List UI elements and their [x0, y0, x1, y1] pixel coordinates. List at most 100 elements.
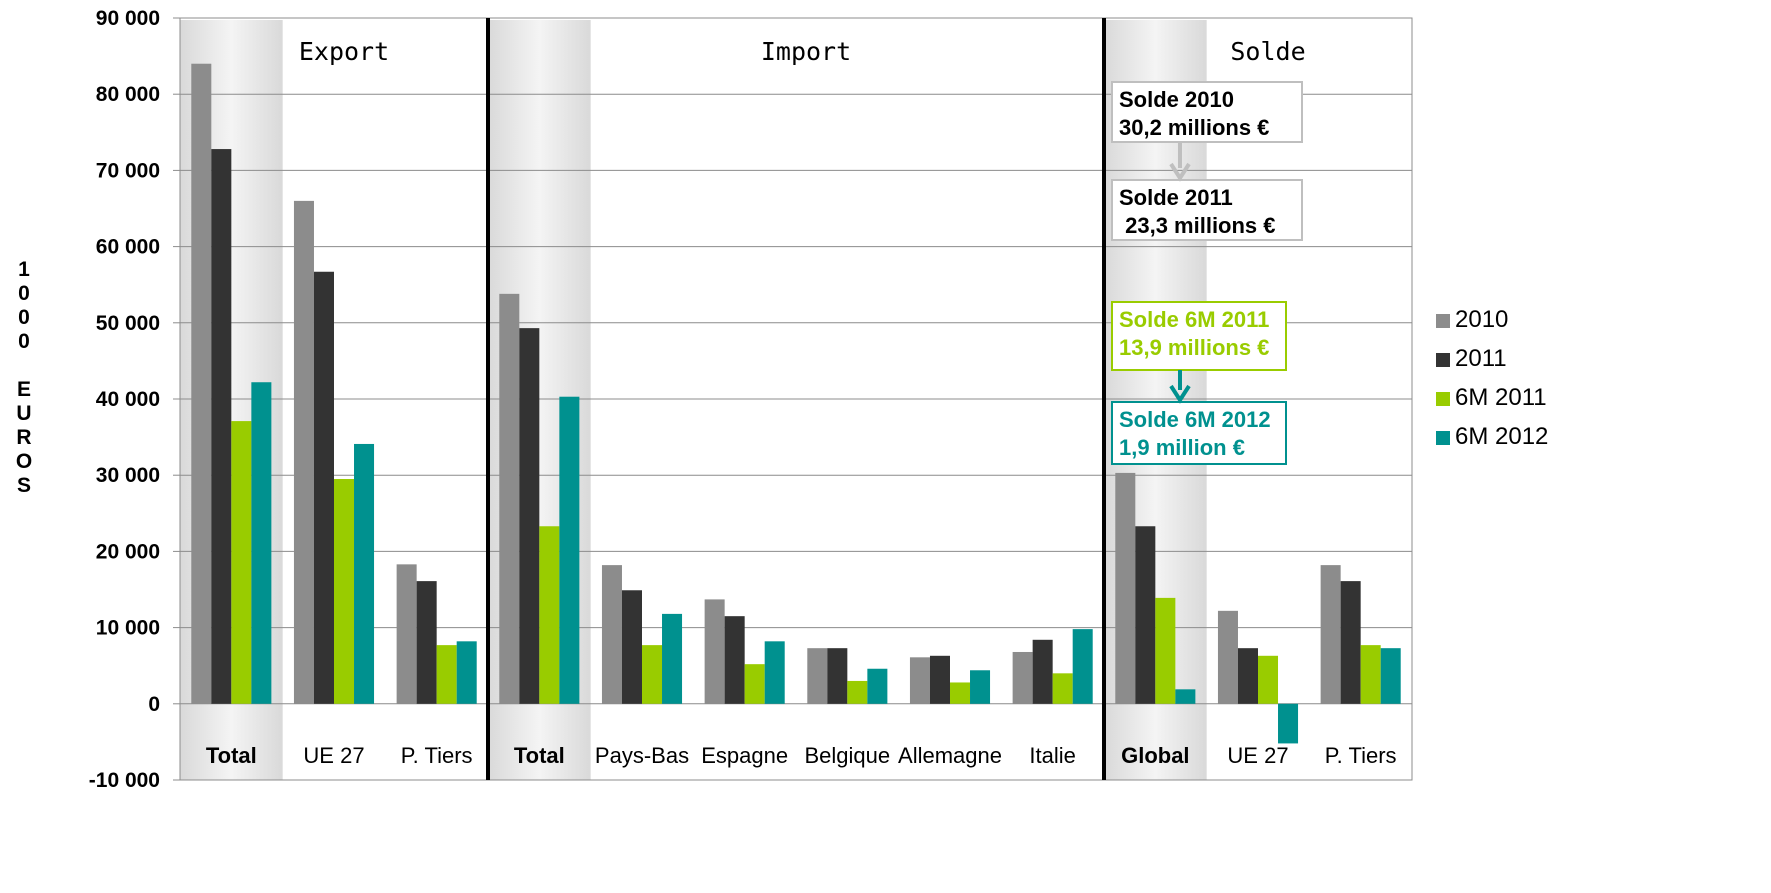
legend-item-6M-2012: 6M 2012 [1436, 423, 1548, 450]
bar-2010-5 [704, 599, 725, 704]
y-axis-label-letter: E [17, 378, 31, 401]
category-label: P. Tiers [401, 743, 473, 768]
bar-6M-2012-9 [1175, 689, 1196, 704]
bar-2011-4 [621, 590, 642, 704]
y-axis-label-letter: 1 [18, 258, 30, 281]
bar-6M-2011-9 [1155, 597, 1176, 704]
bar-2011-8 [1032, 639, 1053, 704]
bar-2011-9 [1135, 526, 1156, 704]
annotation-3: Solde 6M 2012 1,9 million € [1111, 401, 1287, 465]
legend-label: 2011 [1455, 345, 1507, 372]
bar-6M-2012-5 [764, 641, 785, 704]
y-axis-ticks: 90 000 80 000 70 000 60 000 50 000 40 000 30 0… [89, 7, 180, 792]
bar-6M-2011-10 [1258, 655, 1279, 704]
arrow-head [1169, 384, 1191, 404]
bar-2011-0 [211, 149, 232, 704]
annotation-text: 30,2 millions € [1119, 115, 1269, 140]
bars [191, 63, 1401, 744]
legend-swatch [1436, 392, 1450, 406]
bar-6M-2011-0 [231, 421, 252, 704]
annotation-arrow-1 [1169, 370, 1191, 404]
bar-6M-2011-4 [642, 645, 663, 704]
y-tick-label: 90 000 [96, 7, 160, 30]
annotation-0: Solde 2010 30,2 millions € [1111, 81, 1303, 143]
y-tick-label: 70 000 [96, 159, 160, 182]
bar-6M-2012-6 [867, 668, 888, 704]
legend: 2010 2011 6M 2011 6M 2012 [1436, 306, 1548, 450]
bar-2010-8 [1012, 651, 1033, 704]
bar-6M-2012-0 [251, 382, 272, 704]
bar-2010-6 [807, 648, 828, 704]
annotation-2: Solde 6M 2011 13,9 millions € [1111, 301, 1287, 371]
bar-6M-2012-2 [456, 641, 477, 704]
legend-item-2010: 2010 [1436, 306, 1508, 333]
y-tick-label: 50 000 [96, 312, 160, 335]
annotation-text: Solde 6M 2012 [1119, 407, 1271, 432]
bar-2011-1 [313, 271, 334, 704]
bar-2010-11 [1320, 565, 1341, 704]
bar-2010-9 [1115, 472, 1136, 704]
legend-item-2011: 2011 [1436, 345, 1507, 372]
legend-label: 2010 [1455, 306, 1508, 333]
bar-2010-4 [601, 565, 622, 704]
y-axis-label-letter: 0 [18, 330, 30, 353]
bar-6M-2012-3 [559, 396, 580, 704]
category-label: Global [1121, 743, 1189, 768]
bar-2010-2 [396, 564, 417, 704]
annotation-text: Solde 6M 2011 [1119, 307, 1269, 332]
bar-6M-2012-10 [1278, 703, 1299, 744]
category-label: Total [514, 743, 565, 768]
section-label: Export [299, 37, 389, 66]
annotation-box [1111, 81, 1303, 143]
y-axis-label-letter: U [16, 402, 31, 425]
bar-6M-2011-6 [847, 680, 868, 704]
bar-2010-0 [191, 63, 212, 704]
bar-2011-2 [416, 581, 437, 704]
annotation-1: Solde 2011 23,3 millions € [1111, 179, 1303, 241]
y-axis-label-letter: 0 [18, 306, 30, 329]
category-label: UE 27 [1227, 743, 1288, 768]
legend-swatch [1436, 353, 1450, 367]
category-label: P. Tiers [1325, 743, 1397, 768]
y-axis-label-letter: 0 [18, 282, 30, 305]
annotation-text: Solde 2011 [1119, 185, 1233, 210]
y-tick-label: 20 000 [96, 540, 160, 563]
section-labels: Export Import Solde [299, 37, 1306, 66]
category-label: Total [206, 743, 257, 768]
y-axis-label-letter: O [16, 450, 32, 473]
legend-swatch [1436, 431, 1450, 445]
y-tick-label: 80 000 [96, 83, 160, 106]
bar-2010-10 [1217, 610, 1238, 704]
annotation-box [1111, 179, 1303, 241]
bar-6M-2012-7 [970, 670, 991, 704]
bar-6M-2011-8 [1052, 673, 1073, 704]
y-axis-label-letter: S [17, 474, 31, 497]
bar-6M-2011-5 [744, 664, 765, 704]
bar-6M-2011-7 [950, 682, 971, 704]
annotation-text: Solde 2010 [1119, 87, 1234, 112]
y-tick-label: 60 000 [96, 236, 160, 259]
y-tick-label: -10 000 [89, 769, 160, 792]
legend-label: 6M 2011 [1455, 384, 1547, 411]
y-tick-label: 0 [148, 693, 160, 716]
bar-6M-2011-3 [539, 526, 560, 704]
bar-6M-2012-11 [1380, 648, 1401, 704]
arrow-head [1169, 162, 1191, 182]
bar-6M-2012-1 [354, 443, 375, 704]
legend-item-6M-2011: 6M 2011 [1436, 384, 1547, 411]
bar-6M-2012-4 [662, 613, 683, 704]
annotation-arrow-0 [1169, 142, 1191, 182]
category-label: Allemagne [898, 743, 1002, 768]
bar-2010-1 [293, 200, 314, 704]
y-tick-label: 40 000 [96, 388, 160, 411]
bar-2010-7 [909, 657, 930, 704]
y-axis-label-letter: R [16, 426, 31, 449]
annotation-text: 13,9 millions € [1119, 335, 1269, 360]
y-tick-label: 10 000 [96, 617, 160, 640]
bar-2011-5 [724, 616, 745, 704]
bar-2011-6 [827, 648, 848, 704]
category-label: Espagne [701, 743, 788, 768]
y-tick-label: 30 000 [96, 464, 160, 487]
